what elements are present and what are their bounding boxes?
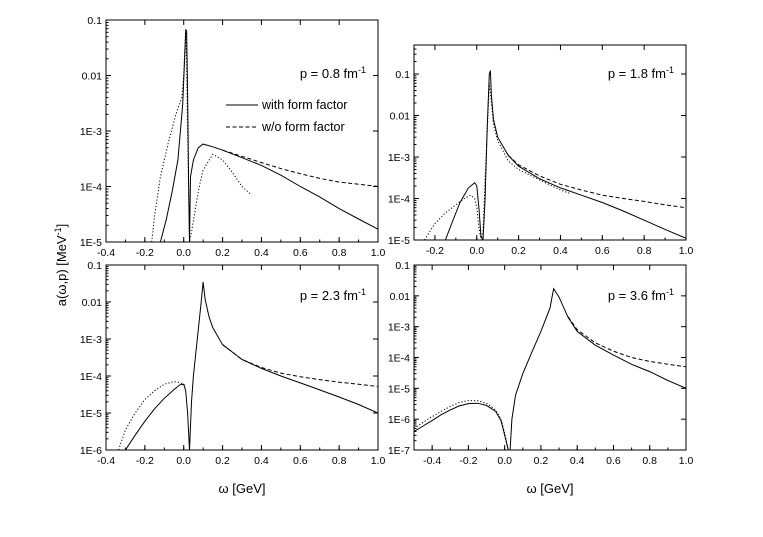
panel-label: p = 1.8 fm-1 xyxy=(608,65,674,81)
y-tick-label: 1E-5 xyxy=(80,408,102,420)
series-solid xyxy=(124,281,378,450)
legend-dashed-label: w/o form factor xyxy=(261,120,345,134)
x-tick-label: -0.2 xyxy=(459,455,477,467)
series-group xyxy=(118,281,378,450)
x-tick-label: -0.4 xyxy=(423,455,441,467)
x-tick-label: 0.4 xyxy=(570,455,585,467)
x-tick-label: -0.2 xyxy=(136,247,154,259)
x-tick-label: 1.0 xyxy=(679,455,694,467)
x-tick-label: 0.8 xyxy=(332,455,347,467)
y-tick-label: 1E-4 xyxy=(80,371,102,383)
y-tick-label: 1E-3 xyxy=(388,322,410,334)
x-tick-label: -0.4 xyxy=(97,247,115,259)
series-dashed xyxy=(222,344,378,387)
panel-1: -0.4 -0.2 0.0 0.2 0.4 0.6 0.8 1.0 1E-5 1E-4 1E-3 0.… xyxy=(80,15,386,259)
series-dashed xyxy=(222,149,378,187)
series-dotted xyxy=(151,28,253,242)
y-tick-label: 1E-4 xyxy=(80,182,102,194)
x-tick-label: 0.2 xyxy=(534,455,549,467)
series-dotted xyxy=(118,381,187,450)
x-tick-label: 1.0 xyxy=(371,455,386,467)
series-dashed xyxy=(507,154,686,209)
y-tick-label: 1E-4 xyxy=(388,194,410,206)
x-tick-label: 0.0 xyxy=(176,455,191,467)
x-tick-label: 0.6 xyxy=(293,455,308,467)
y-tick-label: 0.1 xyxy=(87,260,102,272)
y-axis-label-sup: -1 xyxy=(53,227,63,235)
x-tick-label: 0.2 xyxy=(511,245,526,257)
panel-frame xyxy=(413,44,687,241)
x-tick-label: -0.4 xyxy=(97,455,115,467)
y-tick-label: 1E-6 xyxy=(80,445,102,457)
y-tick-label: 1E-3 xyxy=(80,334,102,346)
series-solid xyxy=(159,30,378,242)
x-axis-label-right: ω [GeV] xyxy=(527,481,574,496)
x-tick-label: -0.2 xyxy=(426,245,444,257)
y-tick-label: 1E-3 xyxy=(388,152,410,164)
y-tick-label: 0.1 xyxy=(395,260,410,272)
series-solid xyxy=(444,70,686,240)
y-axis-label-close: ] xyxy=(54,224,69,228)
legend: with form factor w/o form factor xyxy=(226,98,347,134)
panel-label: p = 0.8 fm-1 xyxy=(300,65,366,81)
panels: -0.4 -0.2 0.0 0.2 0.4 0.6 0.8 1.01E-51E-41E-30.… xyxy=(80,15,694,467)
x-tick-label: 0.0 xyxy=(469,245,484,257)
series-dotted xyxy=(414,400,509,450)
y-tick-label: 1E-5 xyxy=(388,383,410,395)
y-tick-label: 0.01 xyxy=(390,291,411,303)
x-tick-label: 0.4 xyxy=(254,247,269,259)
series-group xyxy=(151,28,378,242)
y-tick-label: 0.01 xyxy=(82,297,103,309)
legend-solid-label: with form factor xyxy=(261,98,347,112)
panel-label: p = 3.6 fm-1 xyxy=(608,287,674,303)
series-dotted xyxy=(424,83,572,240)
y-tick-label: 0.1 xyxy=(87,15,102,27)
x-tick-label: -0.2 xyxy=(136,455,154,467)
x-tick-label: 0.8 xyxy=(332,247,347,259)
x-tick-label: 0.4 xyxy=(553,245,568,257)
x-tick-label: 0.2 xyxy=(215,455,230,467)
x-tick-label: 0.6 xyxy=(293,247,308,259)
x-axis-label-left: ω [GeV] xyxy=(219,481,266,496)
series-group xyxy=(414,287,686,450)
x-tick-label: 0.8 xyxy=(637,245,652,257)
series-solid xyxy=(414,287,686,450)
y-tick-label: 1E-6 xyxy=(388,414,410,426)
y-tick-label: 1E-7 xyxy=(388,445,410,457)
x-tick-label: 0.4 xyxy=(254,455,269,467)
y-tick-label: 0.01 xyxy=(82,71,103,83)
series-group xyxy=(424,70,686,240)
y-axis-label-main: a(ω,p) [MeV xyxy=(54,235,69,306)
series-dashed xyxy=(567,316,686,368)
y-tick-label: 0.01 xyxy=(390,111,411,123)
x-tick-label: 0.2 xyxy=(215,247,230,259)
y-tick-label: 1E-3 xyxy=(80,126,102,138)
x-tick-label: 1.0 xyxy=(679,245,694,257)
panel-3: -0.4 -0.2 0.0 0.2 0.4 0.6 0.8 1.0 1E-6 1E-5 1E-4 1E… xyxy=(80,260,386,467)
x-tick-label: 0.6 xyxy=(595,245,610,257)
panel-label: p = 2.3 fm-1 xyxy=(300,287,366,303)
x-tick-label: 0.8 xyxy=(642,455,657,467)
x-tick-label: 0.0 xyxy=(176,247,191,259)
y-tick-label: 1E-5 xyxy=(80,237,102,249)
x-tick-label: 1.0 xyxy=(371,247,386,259)
y-tick-label: 0.1 xyxy=(395,69,410,81)
x-tick-label: 0.6 xyxy=(606,455,621,467)
x-tick-label: 0.0 xyxy=(497,455,512,467)
panel-4: -0.4 -0.2 0.0 0.2 0.4 0.6 0.8 1.0 1E-7 1E-6 1E-5 1E… xyxy=(388,260,694,467)
y-tick-label: 1E-5 xyxy=(388,235,410,247)
y-tick-label: 1E-4 xyxy=(388,353,410,365)
y-axis-label: a(ω,p) [MeV-1] xyxy=(53,224,69,306)
panel-2: -0.2 0.0 0.2 0.4 0.6 0.8 1.0 1E-5 1E-4 1E-3 0.01 0.… xyxy=(388,44,694,257)
